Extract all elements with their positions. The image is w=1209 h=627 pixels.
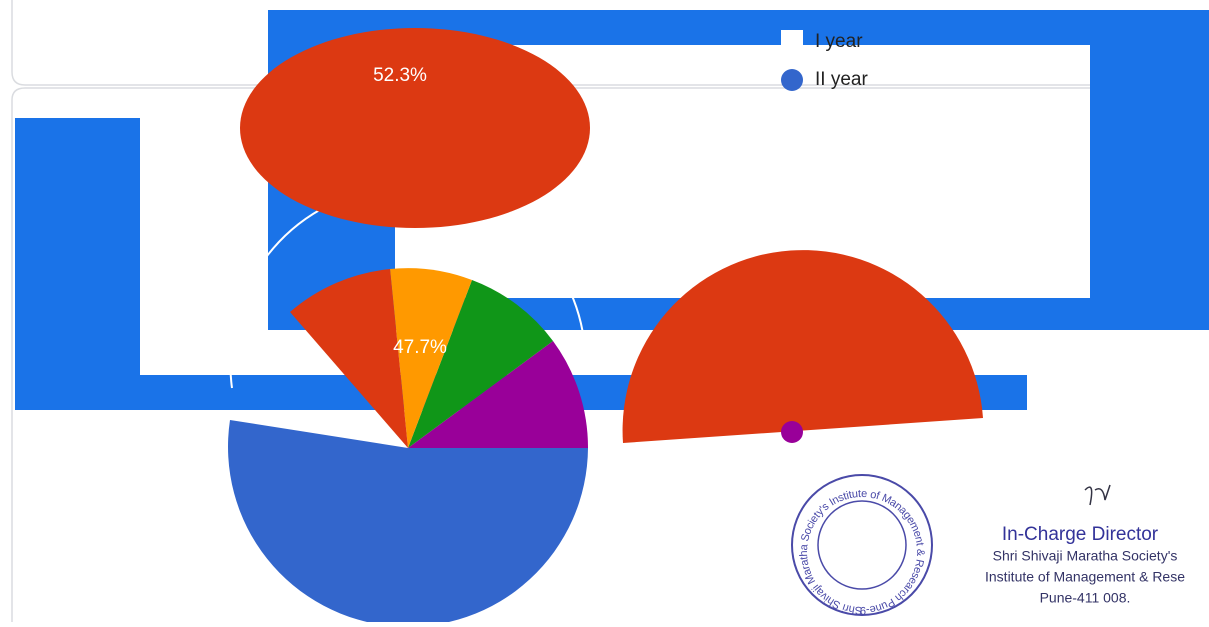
signature-line: Pune-411 008. [1040, 590, 1131, 606]
screen: 47.7% 52.3% I year II year Shri Shivaji … [0, 0, 1209, 622]
legend-label: I year [815, 31, 863, 52]
signature-line: Institute of Management & Rese [985, 569, 1185, 585]
legend-swatch [781, 69, 803, 91]
stamp: Shri Shivaji Maratha Society's Institute… [792, 475, 932, 616]
overlay-frame [15, 10, 1209, 410]
signature-title: In-Charge Director [1002, 524, 1159, 545]
slice-label: 52.3% [373, 65, 427, 86]
stamp-text: Shri Shivaji Maratha Society's Institute… [798, 488, 926, 616]
legend-swatch [781, 30, 803, 48]
legend-label: II year [815, 69, 868, 90]
slice-label: 47.7% [393, 337, 447, 358]
signature [1085, 485, 1110, 505]
slice-overlay [240, 28, 590, 228]
dot [781, 421, 803, 443]
slice-overlay [623, 250, 983, 443]
signature-line: Shri Shivaji Maratha Society's [993, 548, 1178, 564]
pie-slice [228, 420, 588, 622]
